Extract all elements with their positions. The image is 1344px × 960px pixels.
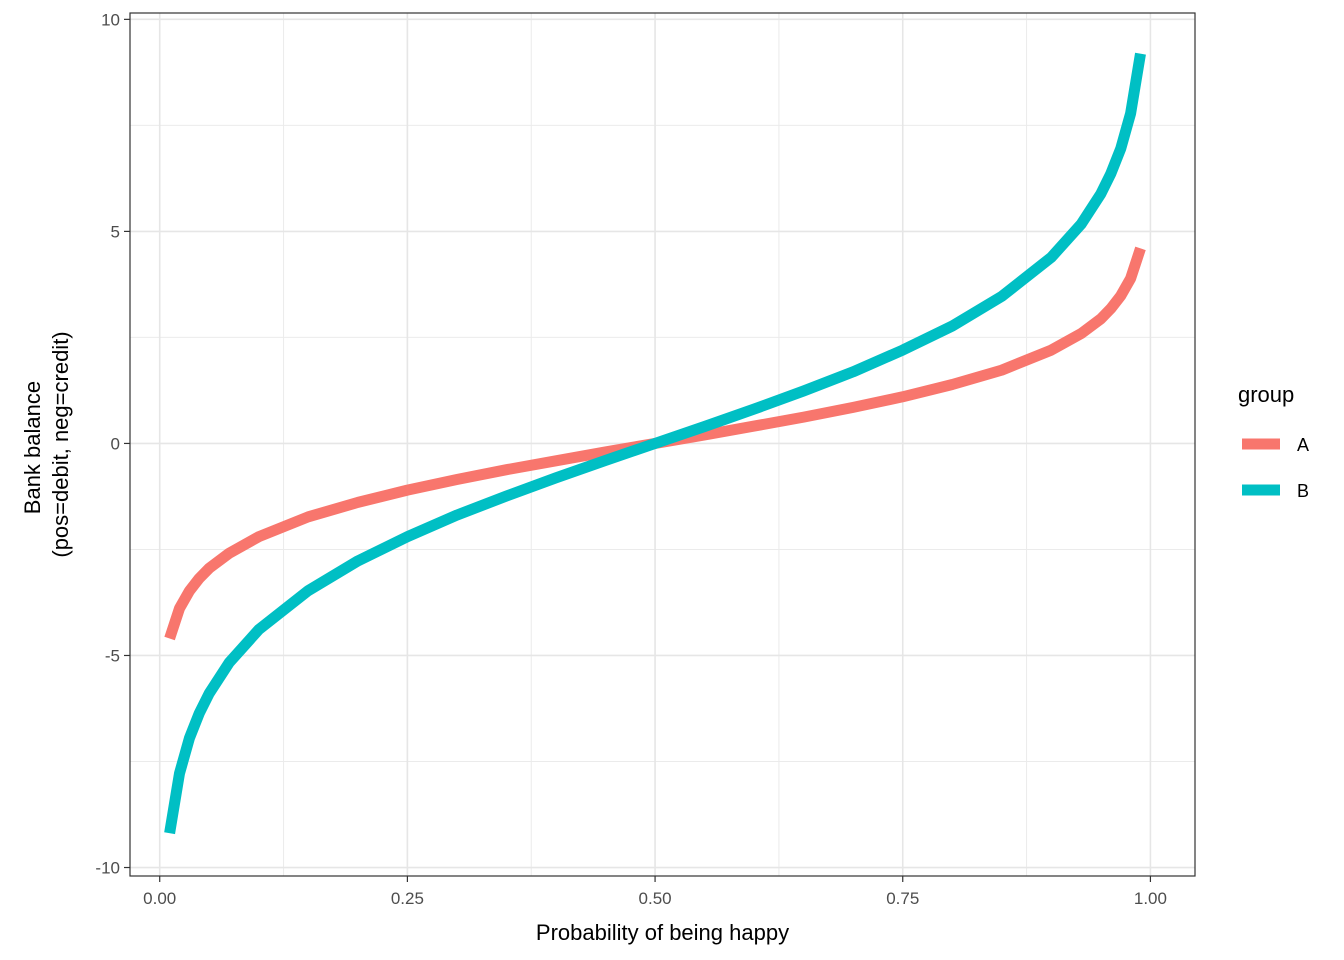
y-tick-label: 0: [111, 434, 120, 453]
x-tick-label: 0.50: [639, 889, 672, 908]
y-axis-title-line-2: (pos=debit, neg=credit): [48, 331, 73, 557]
legend-label-a: A: [1297, 435, 1309, 455]
y-tick-label: 5: [111, 222, 120, 241]
x-tick-label: 0.25: [391, 889, 424, 908]
y-axis-title-line-1: Bank balance: [20, 381, 45, 514]
y-axis: -10 -5 0 5 10: [95, 10, 130, 878]
legend-label-b: B: [1297, 481, 1309, 501]
y-tick-label: 10: [101, 10, 120, 29]
x-tick-label: 0.00: [143, 889, 176, 908]
panel-border: [129, 12, 1196, 877]
plot-panel: [129, 12, 1196, 877]
x-tick-label: 1.00: [1134, 889, 1167, 908]
y-axis-title: Bank balance (pos=debit, neg=credit): [20, 331, 73, 557]
legend: group AB: [1238, 382, 1309, 501]
y-tick-label: -5: [105, 646, 120, 665]
x-axis-title: Probability of being happy: [536, 920, 789, 945]
legend-title: group: [1238, 382, 1294, 407]
x-tick-label: 0.75: [886, 889, 919, 908]
data-series: [164, 52, 1146, 835]
legend-items: AB: [1242, 435, 1309, 501]
series-line-b: [164, 52, 1146, 835]
y-tick-label: -10: [95, 859, 120, 878]
x-axis: 0.00 0.25 0.50 0.75 1.00: [143, 876, 1167, 908]
